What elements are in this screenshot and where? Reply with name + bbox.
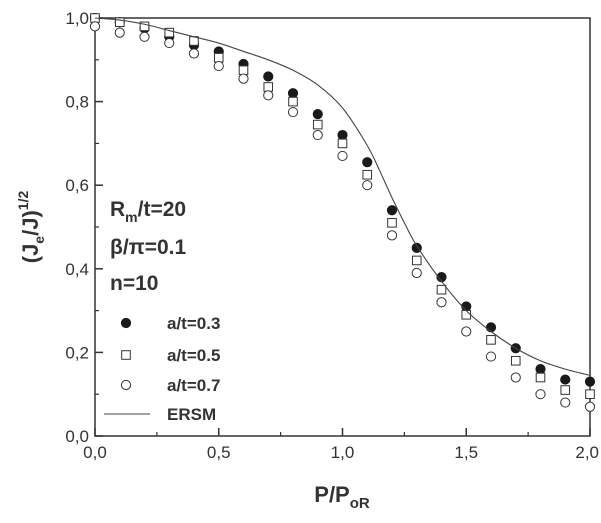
ylabel-mid: /J) — [18, 210, 43, 236]
ylabel-sup: 1/2 — [15, 191, 31, 211]
x-tick-label: 1,5 — [454, 443, 478, 462]
data-point — [510, 355, 521, 366]
data-point — [139, 31, 150, 42]
annotation-n: n=10 — [110, 272, 158, 295]
annotation-beta-pi: β/π=0.1 — [110, 236, 187, 259]
ylabel-main: (J — [18, 244, 43, 264]
data-point — [164, 37, 175, 49]
legend-swatch — [121, 350, 131, 360]
series-layer — [89, 12, 596, 412]
data-point — [411, 255, 422, 266]
data-point — [114, 17, 125, 27]
y-tick-label: 0,8 — [65, 93, 89, 112]
x-tick-label: 0,5 — [207, 443, 231, 462]
y-tick-label: 0,6 — [65, 176, 89, 195]
annotation-rm-sub: m — [125, 209, 137, 225]
ylabel-sub: e — [31, 236, 47, 244]
y-tick-label: 0,4 — [65, 260, 89, 279]
data-point — [89, 21, 101, 32]
legend-label: a/t=0.5 — [167, 346, 220, 365]
x-tick-label: 1,0 — [331, 443, 355, 462]
annotation-rm-t: Rm/t=20 — [110, 198, 186, 225]
data-point — [213, 60, 224, 72]
legend-label: a/t=0.7 — [167, 376, 220, 395]
data-point — [312, 119, 323, 130]
data-point — [387, 218, 397, 228]
data-point — [386, 205, 398, 216]
series-2 — [90, 13, 595, 399]
data-point — [263, 90, 274, 101]
legend-item: a/t=0.5 — [121, 346, 220, 365]
data-point — [362, 180, 373, 191]
data-point — [139, 21, 150, 32]
legend-label: a/t=0.3 — [167, 314, 220, 333]
data-point — [461, 326, 472, 337]
data-point — [411, 267, 422, 279]
data-point — [337, 129, 348, 141]
data-point — [213, 52, 224, 63]
series-3 — [89, 21, 596, 412]
data-point — [486, 335, 496, 345]
y-tick-label: 1,0 — [65, 9, 89, 28]
data-point — [312, 129, 323, 141]
xlabel-main: P/P — [314, 482, 349, 507]
data-point — [560, 374, 571, 385]
data-point — [436, 297, 447, 308]
data-point — [535, 364, 546, 375]
annotation-rm-rest: /t=20 — [138, 198, 186, 221]
data-point — [337, 138, 348, 149]
data-point — [337, 150, 348, 162]
data-point — [485, 322, 497, 333]
y-tick-label: 0,2 — [65, 343, 89, 362]
data-point — [238, 65, 249, 76]
legend-item: a/t=0.7 — [120, 376, 220, 395]
y-axis-label: (Je/J)1/2 — [15, 191, 47, 264]
data-point — [461, 309, 472, 320]
data-point — [560, 385, 571, 395]
data-point — [436, 284, 447, 295]
x-tick-label: 2,0 — [575, 443, 599, 462]
data-point — [535, 372, 546, 383]
data-point — [164, 27, 175, 38]
series-4 — [94, 17, 591, 376]
data-point — [560, 397, 571, 408]
legend-swatch — [120, 317, 132, 329]
legend-item: ERSM — [104, 405, 216, 424]
data-point — [584, 376, 596, 387]
legend-swatch — [120, 379, 132, 391]
data-point — [386, 230, 398, 241]
x-tick-label: 0,0 — [83, 443, 107, 462]
data-point — [288, 96, 298, 107]
data-point — [263, 71, 274, 82]
data-point — [362, 169, 373, 180]
data-point — [238, 73, 249, 84]
x-axis-label: P/PoR — [314, 482, 370, 512]
y-axis-ticks: 0,0 0,2 0,4 0,6 0,8 1,0 — [65, 9, 103, 446]
data-point — [114, 27, 125, 38]
data-point — [312, 109, 323, 120]
data-point — [584, 401, 596, 412]
xlabel-sub: oR — [350, 495, 370, 512]
data-point — [485, 351, 497, 362]
ersm-curve — [94, 17, 591, 376]
legend: a/t=0.3 a/t=0.5 a/t=0.7 ERSM — [104, 314, 220, 424]
data-point — [263, 82, 274, 92]
legend-item: a/t=0.3 — [120, 314, 220, 333]
svg-text:(Je/J)1/2: (Je/J)1/2 — [15, 191, 47, 264]
data-point — [362, 157, 373, 168]
legend-label: ERSM — [167, 405, 216, 424]
y-tick-label: 0,0 — [65, 427, 89, 446]
data-point — [461, 301, 472, 312]
data-point — [510, 372, 521, 383]
data-point — [287, 106, 299, 118]
x-axis-ticks: 0,0 0,5 1,0 1,5 2,0 — [83, 428, 599, 462]
data-point — [585, 389, 595, 399]
data-point — [535, 389, 546, 400]
annotation-rm-main: R — [110, 198, 125, 221]
data-point — [287, 88, 299, 99]
data-point — [188, 48, 200, 59]
